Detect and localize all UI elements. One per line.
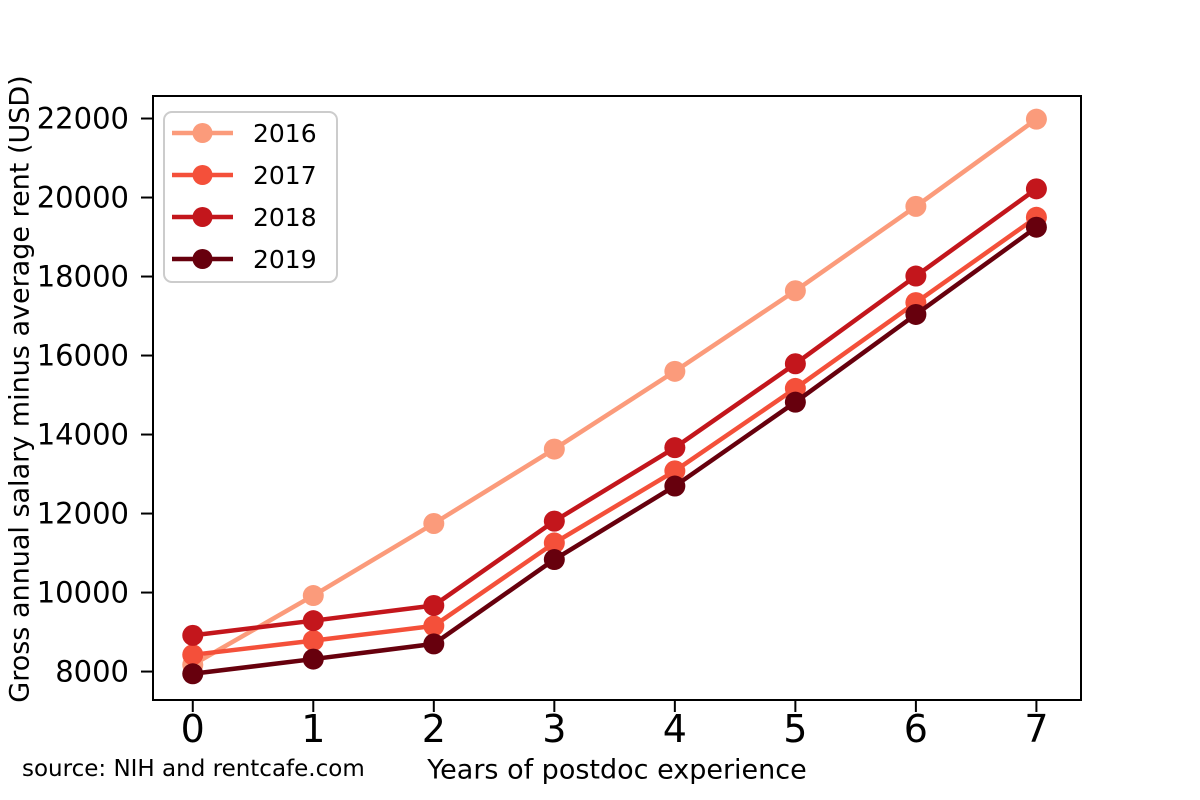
y-tick-label: 18000 bbox=[37, 260, 129, 294]
y-tick-label: 22000 bbox=[37, 102, 129, 136]
data-point-2019 bbox=[905, 303, 927, 325]
data-point-2018 bbox=[543, 510, 565, 532]
series-2018 bbox=[182, 178, 1047, 646]
legend-entry-2019: 2019 bbox=[172, 245, 317, 274]
data-point-2019 bbox=[1025, 216, 1047, 238]
legend-marker-dot bbox=[192, 249, 213, 269]
data-point-2018 bbox=[423, 595, 445, 617]
legend-entry-label: 2018 bbox=[253, 203, 317, 232]
x-tick-label: 5 bbox=[783, 707, 807, 751]
legend-entry-2018: 2018 bbox=[172, 203, 317, 232]
x-tick-label: 7 bbox=[1024, 707, 1048, 751]
y-tick-label: 20000 bbox=[37, 181, 129, 215]
series-line-2019 bbox=[192, 225, 1038, 677]
legend-entry-label: 2019 bbox=[253, 245, 317, 274]
legend-entry-label: 2016 bbox=[253, 119, 317, 148]
data-point-2016 bbox=[423, 513, 445, 535]
data-point-2017 bbox=[302, 630, 324, 652]
y-tick-label: 10000 bbox=[37, 576, 129, 610]
data-point-2016 bbox=[784, 280, 806, 302]
plot-frame bbox=[152, 95, 1082, 701]
series-2019 bbox=[182, 216, 1047, 685]
data-point-2016 bbox=[543, 438, 565, 460]
legend-entry-2016: 2016 bbox=[172, 119, 317, 148]
data-point-2016 bbox=[664, 360, 686, 382]
data-point-2018 bbox=[905, 265, 927, 287]
data-point-2016 bbox=[302, 585, 324, 607]
y-tick-label: 16000 bbox=[37, 339, 129, 373]
data-point-2017 bbox=[423, 615, 445, 637]
series-line-2018 bbox=[192, 187, 1038, 638]
legend-box bbox=[163, 111, 338, 283]
legend-marker-dot bbox=[192, 123, 213, 143]
x-axis-title: Years of postdoc experience bbox=[427, 754, 807, 786]
data-point-2016 bbox=[905, 195, 927, 217]
legend: 2016 2017 2018 2019 bbox=[163, 111, 338, 283]
data-point-2019 bbox=[423, 633, 445, 655]
source-note: source: NIH and rentcafe.com bbox=[22, 756, 365, 782]
data-point-2018 bbox=[182, 624, 204, 646]
data-point-2019 bbox=[543, 549, 565, 571]
x-tick-label: 3 bbox=[542, 707, 566, 751]
data-point-2019 bbox=[302, 648, 324, 670]
data-point-2018 bbox=[784, 353, 806, 375]
legend-entry-2017: 2017 bbox=[172, 161, 317, 190]
data-point-2017 bbox=[543, 532, 565, 554]
data-point-2019 bbox=[784, 391, 806, 413]
data-point-2016 bbox=[1025, 108, 1047, 130]
x-tick-label: 4 bbox=[663, 707, 687, 751]
x-tick-label: 2 bbox=[422, 707, 446, 751]
x-tick-label: 0 bbox=[181, 707, 205, 751]
x-tick-label: 1 bbox=[301, 707, 325, 751]
y-tick-label: 8000 bbox=[55, 655, 129, 689]
y-axis-title: Gross annual salary minus average rent (… bbox=[4, 75, 36, 703]
data-point-2018 bbox=[1025, 178, 1047, 200]
series-line-2017 bbox=[192, 215, 1038, 658]
data-point-2018 bbox=[302, 610, 324, 632]
series-line-2016 bbox=[191, 117, 1038, 667]
legend-marker-dot bbox=[192, 165, 213, 185]
data-point-2017 bbox=[664, 460, 686, 482]
y-tick-label: 12000 bbox=[37, 497, 129, 531]
data-point-2019 bbox=[182, 663, 204, 685]
legend-marker-dot bbox=[192, 207, 213, 227]
data-point-2019 bbox=[664, 475, 686, 497]
x-tick-label: 6 bbox=[904, 707, 928, 751]
data-point-2017 bbox=[182, 644, 204, 666]
legend-entry-label: 2017 bbox=[253, 161, 317, 190]
data-point-2018 bbox=[664, 437, 686, 459]
y-tick-label: 14000 bbox=[37, 418, 129, 452]
